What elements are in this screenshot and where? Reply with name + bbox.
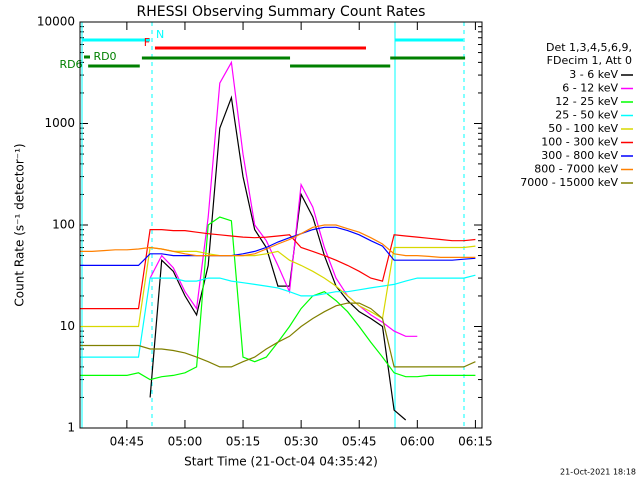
legend-label: 50 - 100 keV — [548, 122, 618, 135]
x-tick-label: 06:00 — [400, 435, 435, 449]
legend-label: 3 - 6 keV — [569, 68, 618, 81]
x-tick-label: 06:15 — [458, 435, 493, 449]
flag-label: N — [156, 28, 164, 41]
plot-frame — [79, 21, 483, 429]
flag-label: RD6 — [59, 58, 82, 71]
legend-label: 25 - 50 keV — [555, 109, 618, 122]
y-tick-label: 1 — [67, 421, 75, 435]
legend-label: 100 - 300 keV — [541, 136, 618, 149]
legend-label: 12 - 25 keV — [555, 95, 618, 108]
legend-label: 6 - 12 keV — [562, 82, 618, 95]
series-line — [80, 274, 476, 358]
x-tick-label: 05:00 — [168, 435, 203, 449]
x-tick-label: 05:45 — [342, 435, 377, 449]
y-axis-label: Count Rate (s⁻¹ detector⁻¹) — [13, 143, 27, 306]
series-line — [149, 95, 407, 421]
footer: 21-Oct-2021 18:18 — [560, 468, 636, 477]
legend-label: 7000 - 15000 keV — [520, 176, 618, 189]
x-tick-label: 05:15 — [226, 435, 261, 449]
series-line — [80, 229, 476, 310]
series-line — [80, 226, 476, 266]
flag-label: RD0 — [93, 50, 116, 63]
x-tick-label: 05:30 — [284, 435, 319, 449]
x-axis-label: Start Time (21-Oct-04 04:35:42) — [184, 455, 378, 469]
y-tick-label: 10000 — [37, 15, 75, 29]
legend-label: 800 - 7000 keV — [534, 163, 618, 176]
legend-label: 300 - 800 keV — [541, 149, 618, 162]
y-tick-label: 10 — [60, 319, 75, 333]
series-line — [80, 245, 476, 328]
y-tick-label: 1000 — [44, 116, 75, 130]
series-line — [80, 302, 476, 368]
x-tick-label: 04:45 — [110, 435, 145, 449]
flag-label: F — [144, 36, 150, 49]
y-tick-label: 100 — [52, 218, 75, 232]
legend-header: FDecim 1, Att 0 — [547, 54, 632, 67]
chart-title: RHESSI Observing Summary Count Rates — [137, 4, 426, 20]
series-line — [80, 224, 476, 258]
legend-header: Det 1,3,4,5,6,9, — [546, 41, 632, 54]
series-line — [149, 60, 418, 337]
